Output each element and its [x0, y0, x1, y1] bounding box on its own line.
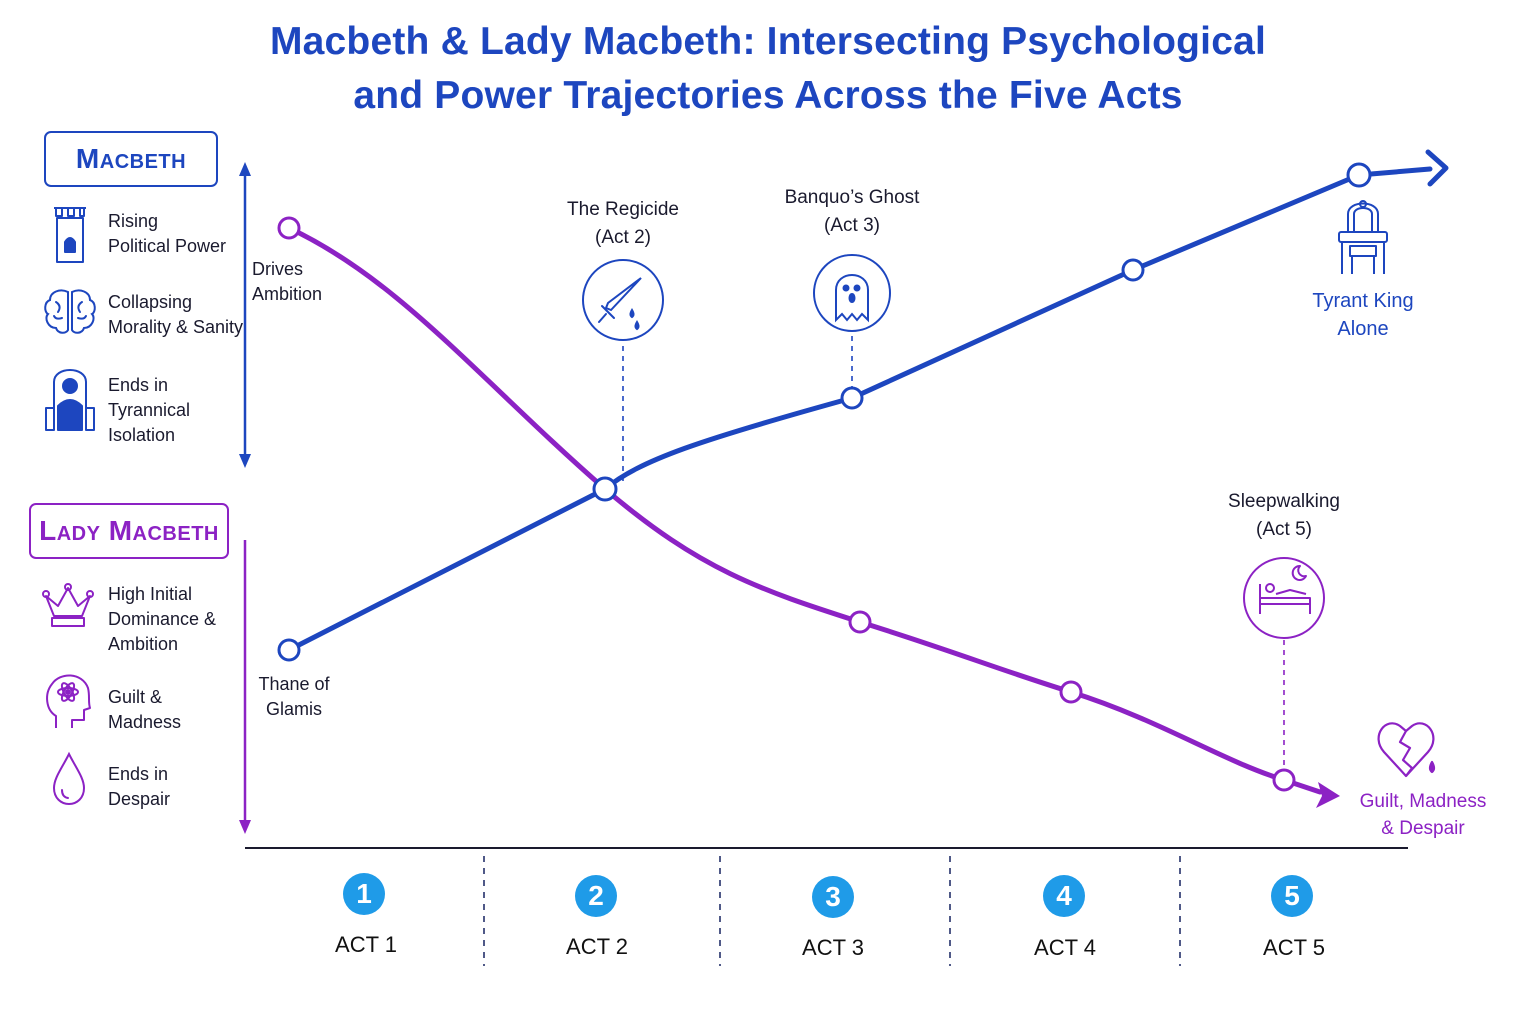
- macbeth-start-label: Thane of Glamis: [258, 674, 330, 719]
- macbeth-node-act3: [840, 386, 864, 410]
- macbeth-nodes: [277, 162, 1372, 662]
- lady-end-label: Guilt, Madness & Despair: [1359, 791, 1487, 839]
- title-line-2: and Power Trajectories Across the Five A…: [353, 74, 1183, 117]
- macbeth-node-act1: [277, 638, 301, 662]
- act-1-label: ACT 1: [335, 932, 397, 957]
- regicide-event: [582, 259, 664, 341]
- teardrop-icon: [52, 751, 86, 806]
- regicide-label: The Regicide (Act 2): [567, 199, 679, 248]
- throne-figure-icon: [45, 369, 95, 431]
- macbeth-node-act4: [1121, 258, 1145, 282]
- lady-axis-bottom-arrow: [239, 820, 251, 834]
- lady-node-act5: [1272, 768, 1296, 792]
- regicide-event-circle: [582, 259, 664, 341]
- lady-node-act1: [277, 216, 301, 240]
- throne-icon: [1338, 200, 1388, 274]
- lady-macbeth-trajectory: [286, 225, 1323, 795]
- lady-trajectory-arrowhead: [1316, 782, 1340, 808]
- act-3-number: 3: [812, 876, 854, 918]
- act-2-number: 2: [575, 875, 617, 917]
- ghost-event: [813, 254, 891, 332]
- act-5-number: 5: [1271, 875, 1313, 917]
- lady-start-label: Drives Ambition: [252, 259, 323, 304]
- crown-icon: [42, 583, 94, 627]
- macbeth-legend-item-2: Collapsing Morality & Sanity: [108, 292, 244, 337]
- macbeth-trajectory-arrowhead: [1425, 149, 1449, 187]
- lady-legend-item-3: Ends in Despair: [108, 764, 171, 809]
- lady-node-act4: [1059, 680, 1083, 704]
- ghost-label: Banquo’s Ghost (Act 3): [784, 187, 920, 236]
- title-line-1: Macbeth & Lady Macbeth: Intersecting Psy…: [269, 20, 1267, 63]
- macbeth-axis-bottom-arrow: [239, 454, 251, 468]
- act-5-label: ACT 5: [1263, 935, 1325, 960]
- lady-nodes: [277, 216, 1296, 792]
- act-4-label: ACT 4: [1034, 935, 1096, 960]
- macbeth-legend-item-1: Rising Political Power: [108, 211, 227, 256]
- act-4-number: 4: [1043, 875, 1085, 917]
- macbeth-legend-item-3: Ends in Tyrannical Isolation: [108, 375, 191, 445]
- act-2-label: ACT 2: [566, 934, 628, 959]
- macbeth-axis-top-arrow: [239, 162, 251, 176]
- ghost-icon: [835, 274, 869, 323]
- brain-icon: [44, 289, 96, 334]
- sleeping-bed-icon: [1259, 564, 1311, 614]
- lady-node-act3: [848, 610, 872, 634]
- intersection-node-act2: [592, 476, 618, 502]
- macbeth-end-label: Tyrant King Alone: [1312, 290, 1414, 340]
- head-atom-icon: [46, 674, 91, 728]
- lady-legend-item-1: High Initial Dominance & Ambition: [108, 584, 217, 654]
- act-1-number: 1: [343, 873, 385, 915]
- lady-macbeth-legend-title: Lady Macbeth: [29, 503, 229, 559]
- sleepwalk-event: [1243, 557, 1325, 639]
- lady-legend-item-2: Guilt & Madness: [108, 687, 182, 732]
- act-3-label: ACT 3: [802, 935, 864, 960]
- macbeth-node-act5: [1346, 162, 1372, 188]
- castle-tower-icon: [54, 207, 86, 263]
- broken-heart-icon: [1377, 722, 1436, 778]
- macbeth-legend-title: Macbeth: [44, 131, 218, 187]
- dagger-icon: [598, 277, 642, 331]
- sleepwalk-label: Sleepwalking (Act 5): [1228, 491, 1340, 540]
